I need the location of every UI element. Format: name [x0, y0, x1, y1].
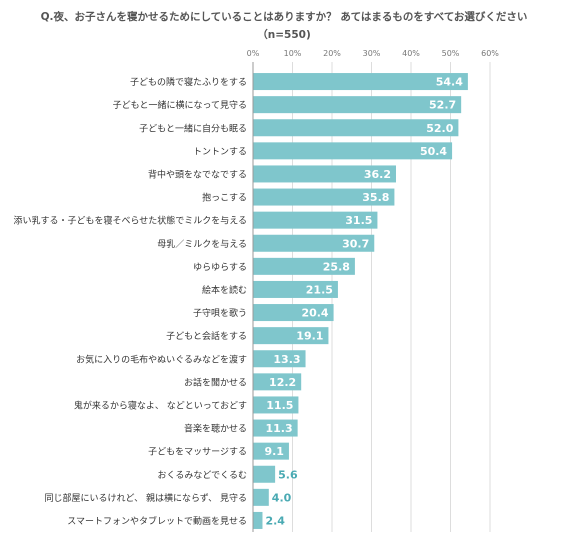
x-tick-label: 50%: [442, 49, 460, 58]
data-label: 52.7: [429, 99, 456, 112]
x-tick-label: 40%: [402, 49, 420, 58]
x-tick-label: 20%: [323, 49, 341, 58]
data-label: 20.4: [301, 307, 328, 320]
category-label: 子どもの隣で寝たふりをする: [130, 76, 247, 88]
bar: [253, 96, 462, 114]
x-tick-label: 30%: [363, 49, 381, 58]
data-label: 25.8: [323, 260, 350, 273]
data-label: 5.6: [278, 468, 298, 481]
category-label: スマートフォンやタブレットで動画を見せる: [67, 515, 247, 527]
bar: [253, 165, 396, 183]
data-label: 50.4: [420, 145, 447, 158]
bar: [253, 327, 329, 345]
data-label: 19.1: [296, 330, 323, 343]
data-label: 11.3: [265, 422, 292, 435]
bar: [253, 257, 355, 275]
category-label: お気に入りの毛布やぬいぐるみなどを渡す: [76, 353, 247, 365]
data-label: 31.5: [345, 214, 372, 227]
category-label: 子どもと一緒に横になって見守る: [113, 99, 247, 111]
bar: [253, 373, 302, 391]
data-label: 12.2: [269, 376, 296, 389]
bar: [253, 396, 299, 414]
category-label: 抱っこする: [202, 192, 247, 204]
category-label: 子守唄を歌う: [193, 307, 247, 319]
x-tick-label: 10%: [284, 49, 302, 58]
chart-subtitle: （n=550): [257, 29, 311, 41]
category-label: 子どもをマッサージする: [148, 447, 247, 458]
bar: [253, 419, 298, 437]
bar: [253, 119, 459, 137]
bar: [253, 142, 453, 160]
bar: [253, 211, 378, 229]
category-label: 子どもと会話をする: [166, 330, 247, 342]
category-label: お話を聞かせる: [184, 376, 247, 388]
data-label: 13.3: [273, 353, 300, 366]
category-label: ゆらゆらする: [193, 262, 247, 273]
data-label: 2.4: [265, 514, 285, 527]
x-tick-label: 0%: [247, 49, 260, 58]
bar: [253, 511, 263, 529]
data-label: 21.5: [306, 283, 333, 296]
bar: [253, 488, 269, 506]
bar: [253, 188, 395, 206]
category-label: おくるみなどでくるむ: [158, 470, 247, 481]
category-label: 子どもと一緒に自分も眠る: [139, 122, 247, 134]
data-label: 4.0: [272, 491, 292, 504]
data-label: 52.0: [426, 122, 453, 135]
data-label: 30.7: [342, 237, 369, 250]
data-label: 54.4: [436, 76, 463, 89]
bar: [253, 465, 276, 483]
bar: [253, 350, 306, 368]
category-label: 母乳／ミルクを与える: [157, 238, 247, 250]
category-label: 鬼が来るから寝なよ、 などといっておどす: [74, 399, 247, 411]
bar: [253, 304, 334, 322]
bar: [253, 280, 338, 298]
x-tick-label: 60%: [481, 49, 499, 58]
bar: [253, 234, 375, 252]
bar: [253, 73, 468, 91]
category-label: 添い乳する・子どもを寝そべらせた状態でミルクを与える: [13, 215, 247, 227]
data-label: 9.1: [264, 445, 284, 458]
category-label: 絵本を読む: [202, 284, 247, 296]
category-label: トントンする: [193, 146, 247, 157]
data-label: 35.8: [362, 191, 389, 204]
category-label: 同じ部屋にいるけれど、 親は横にならず、 見守る: [45, 492, 247, 504]
chart-title: Q.夜、お子さんを寝かせるためにしていることはありますか？ あてはまるものをすべ…: [40, 11, 528, 23]
bar: [253, 442, 289, 460]
data-label: 36.2: [364, 168, 391, 181]
category-label: 音楽を聴かせる: [184, 423, 247, 435]
data-label: 11.5: [266, 399, 293, 412]
category-label: 背中や頭をなでなでする: [148, 168, 247, 180]
